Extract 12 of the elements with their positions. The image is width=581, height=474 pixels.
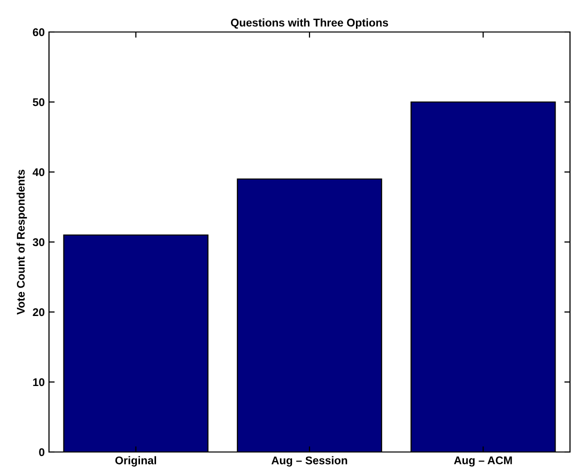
y-tick-label: 50 bbox=[32, 98, 44, 106]
y-tick-label: 10 bbox=[33, 378, 44, 386]
x-tick-label: Aug – ACM bbox=[454, 456, 512, 467]
x-tick-label: Aug – Session bbox=[271, 456, 348, 467]
y-tick-label: 40 bbox=[32, 168, 44, 176]
y-tick-label: 20 bbox=[32, 308, 44, 316]
y-tick-label: 30 bbox=[32, 238, 44, 246]
y-tick-label: 60 bbox=[32, 28, 44, 36]
x-tick-label: Original bbox=[115, 456, 156, 467]
y-axis-title: Vote Count of Respondents bbox=[16, 170, 27, 315]
chart-title: Questions with Three Options bbox=[230, 18, 388, 29]
y-tick-label: 0 bbox=[39, 448, 44, 456]
